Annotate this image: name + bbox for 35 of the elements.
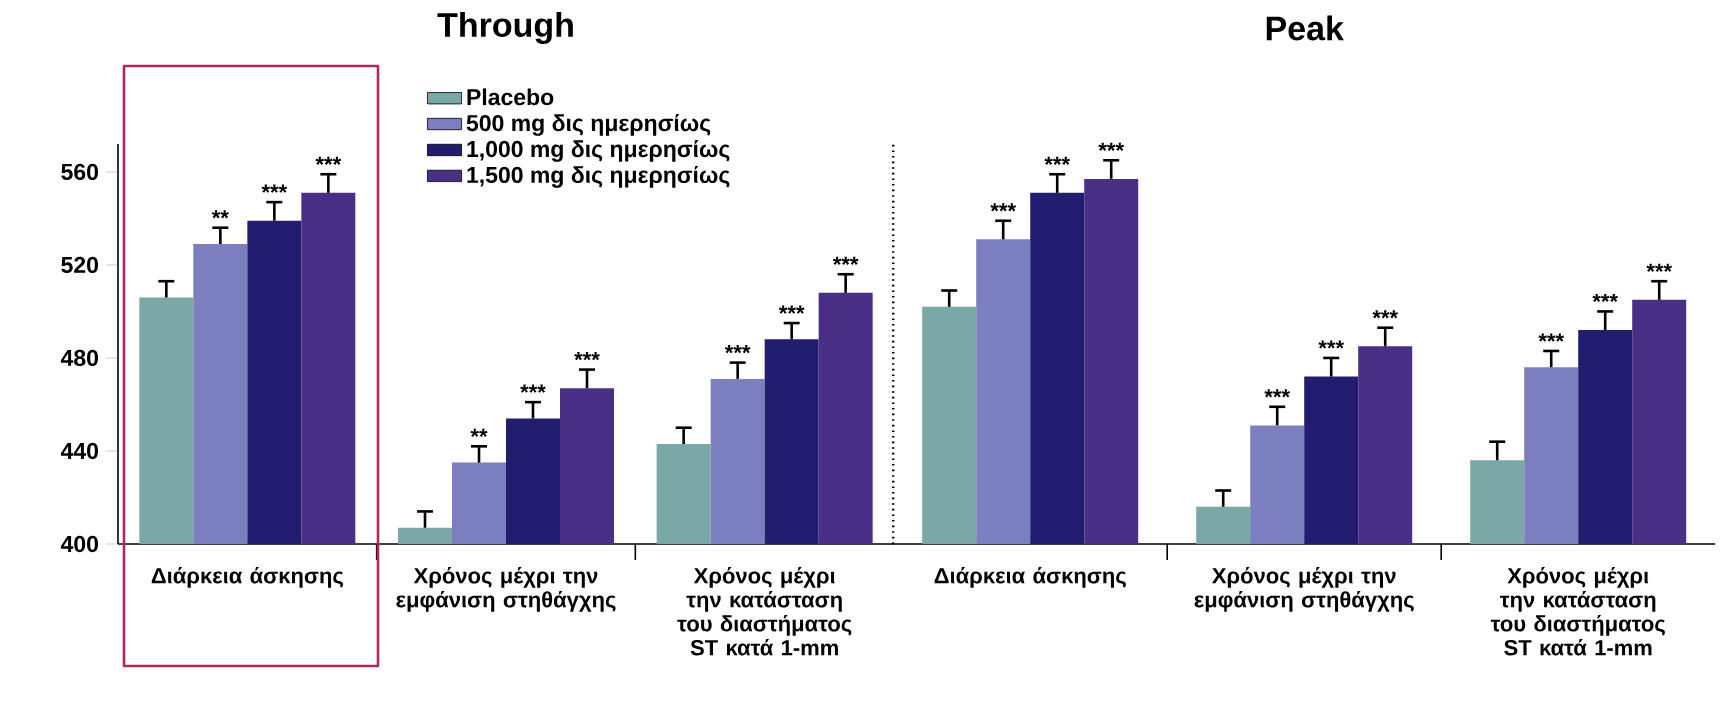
- legend-label: 500 mg δις ημερησίως: [466, 114, 711, 136]
- x-tick-label: Χρόνος μέχρι την εμφάνιση στηθάγχης: [396, 567, 616, 612]
- data-label: **: [211, 210, 229, 219]
- x-tick-label: Χρόνος μέχρι την εμφάνιση στηθάγχης: [1194, 567, 1414, 612]
- chart-title: Through: [437, 12, 573, 44]
- data-label: ***: [574, 352, 600, 361]
- chart-title: Peak: [1266, 15, 1344, 41]
- x-tick-label: Χρόνος μέχρι την κατάσταση του διαστήματος ST κατά 1-mm: [677, 567, 852, 656]
- data-label: ***: [1264, 389, 1291, 398]
- data-label: ***: [261, 184, 288, 193]
- y-tick-label: 480: [60, 349, 98, 367]
- y-tick-label: 440: [60, 442, 98, 460]
- legend-label: 1,000 mg δις ημερησίως: [467, 140, 730, 162]
- data-label: ***: [1372, 310, 1399, 319]
- data-label: **: [470, 428, 488, 437]
- legend-label: 1,500 mg δις ημερησίως: [467, 165, 730, 188]
- legend-label: Placebo: [467, 88, 554, 106]
- y-tick-label: 400: [60, 535, 98, 553]
- data-label: ***: [315, 156, 342, 165]
- data-label: ***: [724, 345, 751, 354]
- data-label: ***: [1098, 142, 1125, 151]
- y-tick-label: 520: [61, 256, 98, 274]
- data-label: ***: [520, 384, 546, 393]
- data-label: ***: [832, 256, 859, 265]
- data-label: ***: [778, 305, 805, 314]
- x-tick-label: Χρόνος μέχρι την κατάσταση του διαστήματος ST κατά 1-mm: [1490, 567, 1665, 656]
- data-label: ***: [1044, 156, 1071, 165]
- data-label: ***: [1318, 340, 1345, 349]
- y-tick-label: 560: [61, 163, 98, 181]
- data-label: ***: [990, 203, 1017, 212]
- data-label: ***: [1646, 263, 1673, 272]
- data-label: ***: [1592, 293, 1619, 303]
- x-tick-label: Διάρκεια άσκησης: [934, 567, 1126, 588]
- data-label: ***: [1538, 333, 1565, 342]
- x-tick-label: Διάρκεια άσκησης: [151, 567, 343, 588]
